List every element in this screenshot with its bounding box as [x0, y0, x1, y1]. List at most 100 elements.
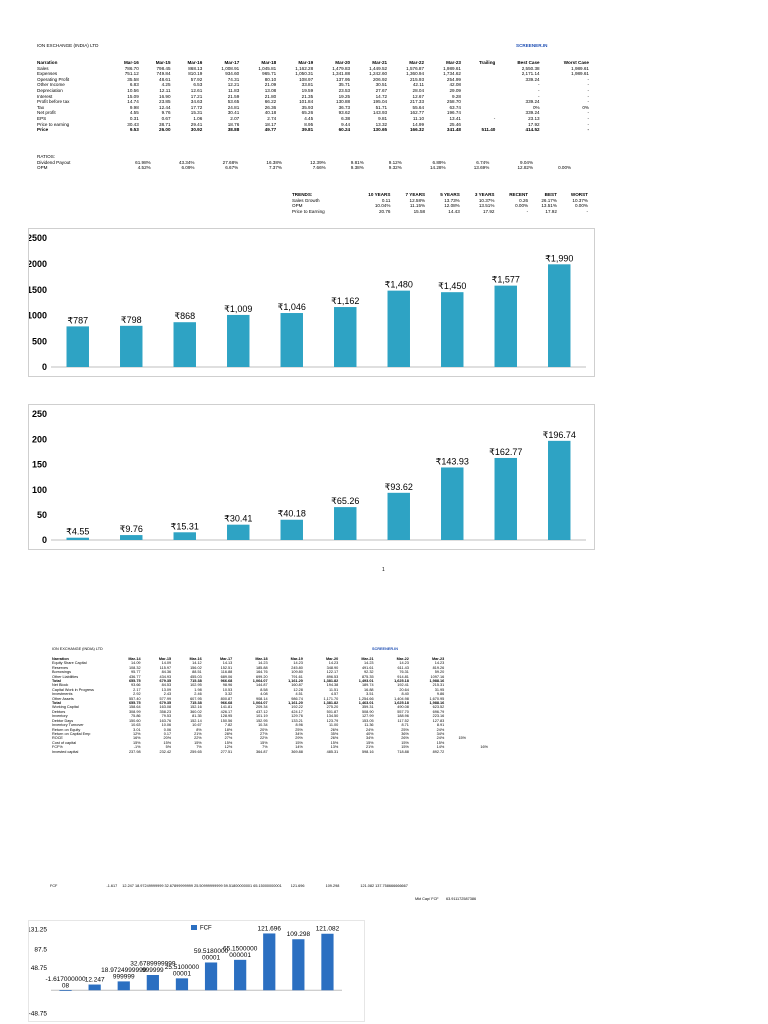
cell: 751.12 — [124, 71, 139, 77]
cell: 14% — [295, 745, 303, 750]
mktcap-value: 63.911172587386 — [446, 897, 477, 901]
cell: 16% — [132, 736, 141, 741]
net-profit-chart: 0 50 100 150 200 250 ₹4.55 ₹9.76 ₹15.31 ₹30.41 ₹40… — [28, 404, 595, 550]
cell: 150.56 — [220, 718, 233, 723]
cell: 143.93 — [373, 110, 388, 116]
row-label: Capital Work in Progress — [52, 687, 94, 692]
cell: 28.04 — [412, 87, 425, 93]
cell: 17.92 — [528, 121, 540, 127]
row-label: OPM — [292, 203, 303, 209]
cell: 679.35 — [159, 701, 172, 706]
cell: - — [526, 208, 529, 214]
cell: 21.59 — [227, 93, 240, 99]
cell: 23.13 — [528, 115, 540, 121]
cell: 9.44 — [341, 121, 351, 127]
cell: 10.53 — [222, 687, 233, 692]
cell: 30.43 — [127, 121, 139, 127]
cell: 117.52 — [397, 718, 409, 723]
cell: 15% — [194, 740, 202, 745]
cell: 232.42 — [159, 749, 172, 754]
y-tick-label: 0 — [42, 362, 47, 372]
cell: 27% — [259, 731, 268, 736]
cell: 18.76 — [227, 121, 240, 127]
cell: 2.43 — [163, 692, 172, 697]
cell: 254.99 — [446, 76, 461, 82]
cell: 9.32% — [388, 165, 402, 171]
data-label: 109.298 — [287, 931, 311, 938]
cell: 607.95 — [190, 696, 202, 701]
cell: 79.53 — [161, 714, 172, 719]
cell: 577.99 — [159, 696, 172, 701]
cell: 791.61 — [291, 674, 303, 679]
cell: 2,171.14 — [521, 71, 540, 77]
company-name-2: ION EXCHANGE (INDIA) LTD — [52, 647, 103, 651]
table-row: Depreciation 10.56 12.11 12.61 11.83 13.08 19.… — [35, 88, 591, 94]
row-label: Return on Capital Emp — [52, 731, 91, 736]
fcf-mar21: 121.696 — [290, 884, 305, 888]
cell: 800.87 — [220, 696, 233, 701]
cell: 491.61 — [361, 665, 374, 670]
column-header: TRENDS: — [292, 192, 313, 197]
row-label: Other Liabilities — [52, 674, 79, 679]
table-row: Sales 786.70 798.45 868.13 1,008.91 1,045.81 1… — [35, 66, 591, 72]
cell: - — [587, 93, 589, 99]
cell: 65.26 — [301, 110, 314, 116]
bar — [66, 537, 89, 540]
data-label: ₹1,577 — [492, 275, 520, 285]
cell — [573, 165, 582, 171]
cell: 696.79 — [432, 709, 445, 714]
cell: 1,625.18 — [394, 679, 409, 684]
cell: 8.71 — [401, 723, 409, 728]
table-row: Dividend Payout 61.98% 43.34% 27.68% 16.38% 1… — [35, 160, 591, 166]
cell: 192.41 — [397, 683, 409, 688]
cell: 30.51 — [375, 82, 388, 88]
cell: 455.03 — [190, 674, 202, 679]
cell: 109.80 — [291, 670, 303, 675]
ratios-title: RATIOS: — [37, 154, 56, 159]
column-header: 7 YEARS — [405, 192, 426, 197]
data-label: ₹1,480 — [385, 280, 413, 290]
cell: 16% — [480, 745, 488, 750]
cell: 8.58 — [260, 687, 268, 692]
cell: 508.90 — [361, 709, 374, 714]
column-header: 5 YEARS — [440, 192, 460, 197]
cell: 611.43 — [397, 665, 409, 670]
data-label: ₹143.93 — [436, 456, 469, 466]
cell: 1,242.60 — [369, 71, 388, 77]
y-tick-label: 48.75 — [31, 965, 48, 972]
cell: 11.51 — [329, 687, 339, 692]
cell: 1,493.01 — [358, 679, 374, 684]
cell: 1,463.01 — [358, 701, 374, 706]
cell: 4.08 — [260, 692, 268, 697]
cell: 4.51 — [295, 692, 303, 697]
cell: 189.74 — [361, 683, 374, 688]
ratios-table: RATIOS: Dividend Payout 61.98% 43.34% 27.68%… — [35, 154, 591, 171]
cell: 134.50 — [326, 714, 339, 719]
cell: 810.19 — [188, 71, 203, 77]
column-header: WORST — [570, 192, 588, 197]
column-header: 10 YEARS — [368, 192, 391, 197]
cell: 15.58 — [413, 208, 426, 214]
cell: 40.18 — [264, 110, 277, 116]
cell: 162.77 — [409, 110, 425, 116]
cell: 98.96 — [222, 683, 233, 688]
cell: 38.88 — [227, 127, 240, 133]
data-label: ₹798 — [121, 315, 142, 325]
bar — [59, 990, 72, 992]
cell: - — [538, 93, 540, 99]
cell: 152.51 — [220, 665, 233, 670]
cell: 718.88 — [397, 749, 409, 754]
fcf-mar23: 121.082 137.758666666667 — [360, 884, 408, 888]
cell: 1,360.94 — [406, 71, 425, 77]
data-label: 25.5100000 — [165, 964, 200, 971]
cell: 24.81 — [227, 104, 240, 110]
row-label: Operating Profit — [37, 76, 70, 82]
cell: 896.53 — [326, 674, 339, 679]
cell: 34% — [295, 731, 303, 736]
cell: 557.70 — [397, 709, 409, 714]
cell: 12.39% — [310, 159, 326, 165]
table-row: Return on Equity 3.01 0.06 8% 18% 20% 25% 26% 24… — [50, 728, 490, 732]
row-label: Invested capital — [52, 749, 79, 754]
cell: 196.74 — [446, 110, 461, 116]
cell: 108.97 — [299, 76, 314, 82]
